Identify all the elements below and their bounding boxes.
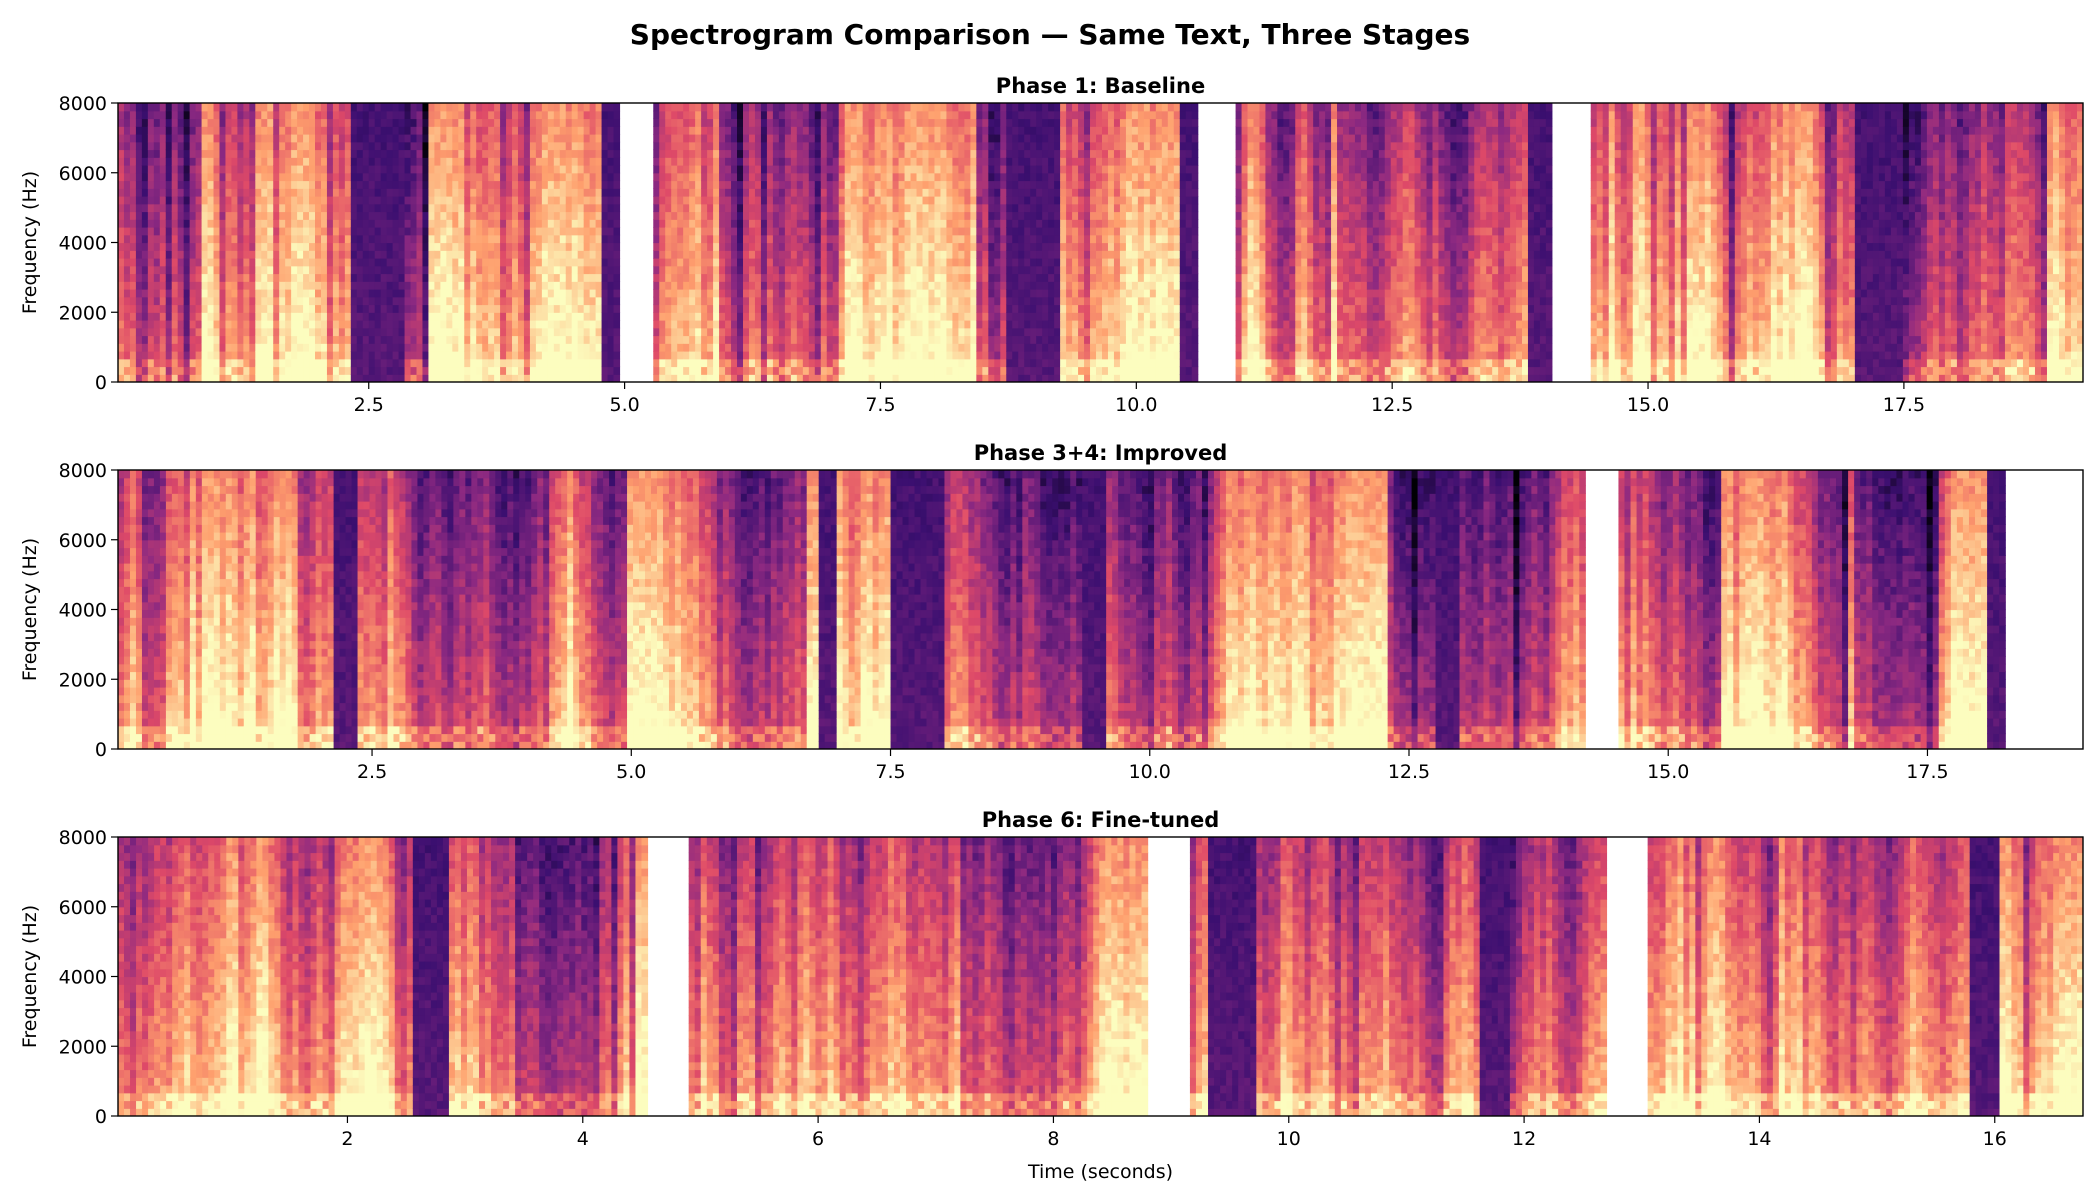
panel-title: Phase 3+4: Improved xyxy=(974,441,1228,465)
y-tick-label: 2000 xyxy=(59,1036,107,1058)
speech-segment-3 xyxy=(1235,103,1553,382)
x-tick-label: 8 xyxy=(1047,1128,1059,1150)
speech-segment-1 xyxy=(118,837,649,1116)
x-tick-label: 16 xyxy=(1983,1128,2007,1150)
x-tick-label: 10.0 xyxy=(1129,761,1171,783)
x-tick-label: 2 xyxy=(341,1128,353,1150)
x-tick-label: 10 xyxy=(1277,1128,1301,1150)
y-tick-label: 0 xyxy=(95,739,107,761)
y-tick-label: 8000 xyxy=(59,827,107,849)
y-tick-label: 2000 xyxy=(59,302,107,324)
y-tick-label: 2000 xyxy=(59,669,107,691)
panel-1: 2.5 5.0 7.5 10.0 12.5 15.0 17.5 0 2000 4000 6000 80… xyxy=(19,74,2084,416)
y-axis-label: Frequency (Hz) xyxy=(19,171,41,314)
y-tick-label: 6000 xyxy=(59,897,107,919)
y-tick-label: 4000 xyxy=(59,600,107,622)
x-tick-label: 2.5 xyxy=(357,761,387,783)
x-tick-label: 4 xyxy=(577,1128,589,1150)
x-tick-label: 2.5 xyxy=(354,394,384,416)
x-tick-label: 10.0 xyxy=(1115,394,1157,416)
speech-segment-4 xyxy=(1590,103,2083,382)
x-tick-label: 5.0 xyxy=(609,394,639,416)
panel-2: 2.5 5.0 7.5 10.0 12.5 15.0 17.5 0 2000 4000 6000 80… xyxy=(19,441,2084,783)
y-tick-label: 4000 xyxy=(59,233,107,255)
x-tick-label: 17.5 xyxy=(1883,394,1925,416)
spectrogram-heatmap xyxy=(118,837,2083,1116)
y-tick-label: 0 xyxy=(95,1106,107,1128)
y-tick-label: 8000 xyxy=(59,460,107,482)
x-tick-label: 17.5 xyxy=(1906,761,1948,783)
x-tick-label: 14 xyxy=(1747,1128,1771,1150)
panel-3: 2 4 6 8 10 12 14 16 0 2000 4000 6000 8000 Phase 6: Fi… xyxy=(19,808,2084,1183)
y-tick-label: 4000 xyxy=(59,967,107,989)
x-tick-label: 15.0 xyxy=(1647,761,1689,783)
speech-segment-2 xyxy=(688,837,1149,1116)
speech-segment-2 xyxy=(653,103,1199,382)
speech-segment-3 xyxy=(1189,837,1608,1116)
x-tick-label: 12 xyxy=(1512,1128,1536,1150)
x-tick-label: 12.5 xyxy=(1371,394,1413,416)
x-tick-label: 6 xyxy=(812,1128,824,1150)
x-tick-label: 7.5 xyxy=(865,394,895,416)
x-tick-label: 7.5 xyxy=(875,761,905,783)
panel-title: Phase 6: Fine-tuned xyxy=(982,808,1220,832)
speech-segment-1 xyxy=(118,470,1586,749)
speech-segment-4 xyxy=(1647,837,2083,1116)
y-tick-label: 8000 xyxy=(59,93,107,115)
speech-segment-1 xyxy=(118,103,621,382)
spectrogram-heatmap xyxy=(118,470,2006,749)
y-axis-label: Frequency (Hz) xyxy=(19,905,41,1048)
x-tick-label: 5.0 xyxy=(616,761,646,783)
x-tick-label: 15.0 xyxy=(1627,394,1669,416)
y-tick-label: 6000 xyxy=(59,530,107,552)
spectrogram-heatmap xyxy=(118,103,2083,382)
x-tick-label: 12.5 xyxy=(1388,761,1430,783)
y-tick-label: 6000 xyxy=(59,163,107,185)
speech-segment-2 xyxy=(1618,470,2006,749)
x-axis-label: Time (seconds) xyxy=(1027,1161,1173,1183)
figure-title: Spectrogram Comparison — Same Text, Thre… xyxy=(0,18,2100,51)
y-axis-label: Frequency (Hz) xyxy=(19,538,41,681)
panel-title: Phase 1: Baseline xyxy=(996,74,1205,98)
y-tick-label: 0 xyxy=(95,372,107,394)
